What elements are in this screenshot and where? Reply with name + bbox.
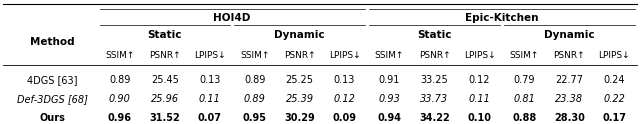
Text: Def-3DGS [68]: Def-3DGS [68] — [17, 94, 88, 104]
Text: 0.88: 0.88 — [512, 113, 536, 123]
Text: 0.91: 0.91 — [379, 75, 400, 85]
Text: 22.77: 22.77 — [556, 75, 584, 85]
Text: Epic-Kitchen: Epic-Kitchen — [465, 13, 539, 23]
Text: 0.89: 0.89 — [244, 94, 266, 104]
Text: PSNR↑: PSNR↑ — [284, 51, 316, 60]
Text: 0.10: 0.10 — [467, 113, 492, 123]
Text: 0.89: 0.89 — [244, 75, 266, 85]
Text: 25.96: 25.96 — [150, 94, 179, 104]
Text: 0.81: 0.81 — [513, 94, 535, 104]
Text: 0.09: 0.09 — [333, 113, 356, 123]
Text: HOI4D: HOI4D — [214, 13, 251, 23]
Text: 25.45: 25.45 — [151, 75, 179, 85]
Text: 0.13: 0.13 — [199, 75, 220, 85]
Text: 0.24: 0.24 — [604, 75, 625, 85]
Text: 28.30: 28.30 — [554, 113, 585, 123]
Text: 0.11: 0.11 — [199, 94, 221, 104]
Text: LPIPS↓: LPIPS↓ — [598, 51, 630, 60]
Text: 30.29: 30.29 — [284, 113, 315, 123]
Text: PSNR↑: PSNR↑ — [149, 51, 180, 60]
Text: SSIM↑: SSIM↑ — [240, 51, 269, 60]
Text: 25.25: 25.25 — [285, 75, 314, 85]
Text: LPIPS↓: LPIPS↓ — [329, 51, 360, 60]
Text: LPIPS↓: LPIPS↓ — [194, 51, 225, 60]
Text: 33.25: 33.25 — [420, 75, 449, 85]
Text: 4DGS [63]: 4DGS [63] — [28, 75, 77, 85]
Text: 0.07: 0.07 — [198, 113, 221, 123]
Text: PSNR↑: PSNR↑ — [554, 51, 585, 60]
Text: 33.73: 33.73 — [420, 94, 449, 104]
Text: 0.13: 0.13 — [334, 75, 355, 85]
Text: 0.22: 0.22 — [604, 94, 625, 104]
Text: Dynamic: Dynamic — [544, 30, 595, 40]
Text: 0.12: 0.12 — [468, 75, 490, 85]
Text: Method: Method — [30, 37, 75, 47]
Text: SSIM↑: SSIM↑ — [509, 51, 539, 60]
Text: 0.17: 0.17 — [602, 113, 627, 123]
Text: SSIM↑: SSIM↑ — [375, 51, 404, 60]
Text: PSNR↑: PSNR↑ — [419, 51, 451, 60]
Text: 0.96: 0.96 — [108, 113, 132, 123]
Text: 0.90: 0.90 — [109, 94, 131, 104]
Text: Dynamic: Dynamic — [275, 30, 325, 40]
Text: 0.89: 0.89 — [109, 75, 131, 85]
Text: 0.11: 0.11 — [468, 94, 490, 104]
Text: Ours: Ours — [40, 113, 65, 123]
Text: SSIM↑: SSIM↑ — [105, 51, 134, 60]
Text: 23.38: 23.38 — [556, 94, 584, 104]
Text: 0.94: 0.94 — [378, 113, 401, 123]
Text: 0.79: 0.79 — [514, 75, 535, 85]
Text: Static: Static — [417, 30, 452, 40]
Text: Static: Static — [147, 30, 182, 40]
Text: 0.12: 0.12 — [333, 94, 355, 104]
Text: 34.22: 34.22 — [419, 113, 450, 123]
Text: 0.93: 0.93 — [379, 94, 401, 104]
Text: 31.52: 31.52 — [149, 113, 180, 123]
Text: LPIPS↓: LPIPS↓ — [463, 51, 495, 60]
Text: 0.95: 0.95 — [243, 113, 267, 123]
Text: 25.39: 25.39 — [285, 94, 314, 104]
